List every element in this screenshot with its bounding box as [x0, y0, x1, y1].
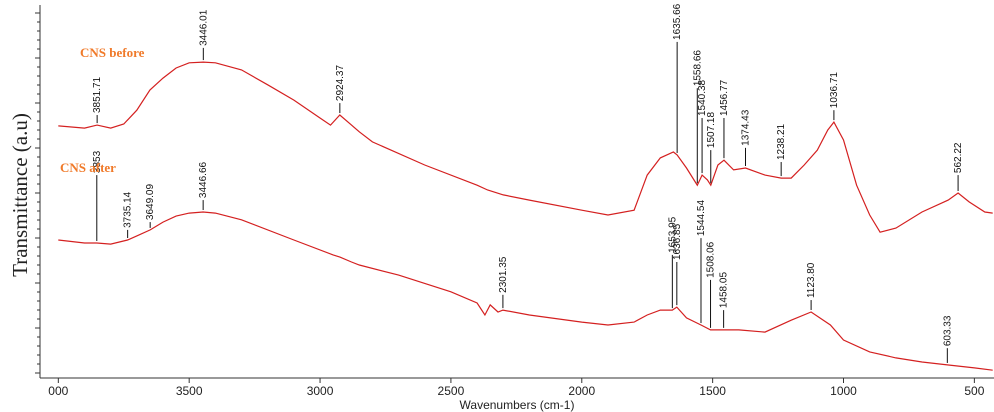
x-tick-label: 3000	[307, 384, 334, 398]
peak-label: 1635.66	[672, 3, 683, 40]
x-tick-label: 1000	[830, 384, 857, 398]
spectrum-line	[58, 61, 993, 233]
peak-label: 1544.54	[696, 200, 707, 237]
peak-label: 3446.66	[198, 161, 209, 198]
peak-label: 3853	[92, 150, 103, 173]
legend-label: CNS before	[80, 45, 145, 60]
x-tick-label: 500	[964, 384, 984, 398]
peak-label: 1123.80	[806, 262, 817, 298]
peak-label: 3649.09	[145, 184, 156, 221]
peak-label: 1558.66	[692, 50, 703, 87]
x-tick-label: 000	[48, 384, 68, 398]
x-tick-label: 3500	[176, 384, 203, 398]
peak-label: 1458.05	[719, 272, 730, 309]
peak-label: 1456.77	[719, 79, 730, 116]
peak-label: 3446.01	[198, 9, 209, 46]
peak-label: 603.33	[942, 315, 953, 346]
peak-label: 1540.38	[697, 79, 708, 116]
legend-label: CNS after	[60, 160, 116, 175]
peak-label: 1636.85	[672, 223, 683, 260]
peak-label: 3735.14	[123, 191, 134, 228]
x-tick-label: 2500	[438, 384, 465, 398]
x-tick-label: 2000	[568, 384, 595, 398]
peak-label: 2924.37	[335, 65, 346, 102]
x-tick-label: 1500	[699, 384, 726, 398]
peak-label: 562.22	[953, 142, 964, 173]
peak-label: 1036.71	[829, 72, 840, 109]
peak-label: 3851.71	[92, 76, 103, 113]
peak-label: 1653.95	[667, 216, 678, 253]
peak-label: 2301.35	[498, 256, 509, 293]
peak-label: 1508.06	[706, 241, 717, 278]
peak-label: 1374.43	[741, 109, 752, 146]
peak-label: 1507.18	[706, 112, 717, 149]
peak-label: 1238.21	[776, 123, 787, 160]
y-axis-label: Transmittance (a.u)	[8, 113, 32, 277]
spectrum-line	[58, 211, 993, 371]
x-axis-label: Wavenumbers (cm-1)	[460, 398, 575, 412]
